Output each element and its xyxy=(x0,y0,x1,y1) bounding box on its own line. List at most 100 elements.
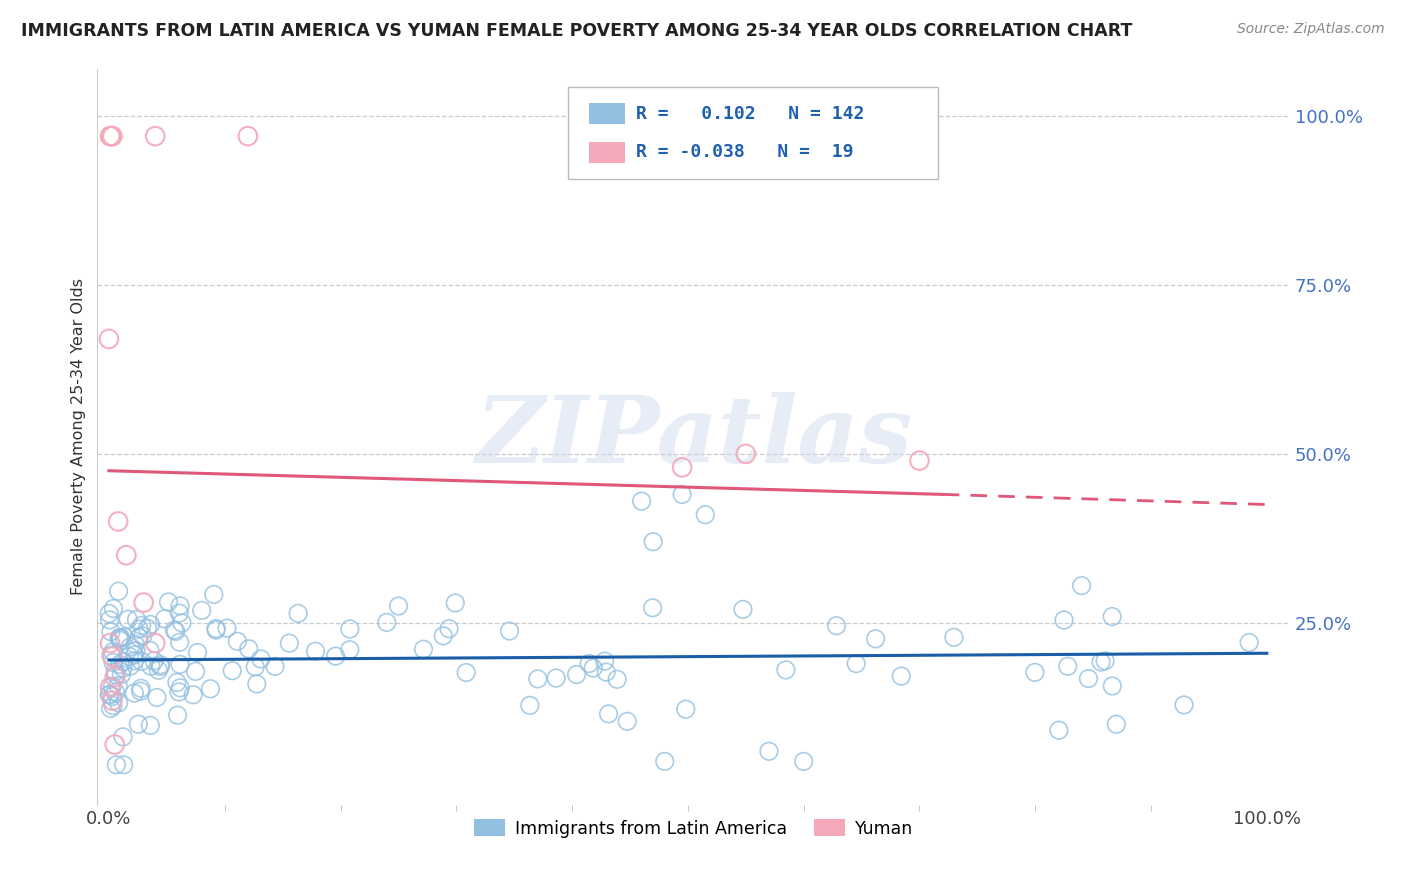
Point xyxy=(236,129,259,144)
Point xyxy=(654,755,676,769)
Point xyxy=(167,606,190,620)
Point xyxy=(169,681,191,695)
Point xyxy=(124,654,146,668)
Point xyxy=(205,623,228,637)
Point xyxy=(606,673,628,687)
Point xyxy=(101,649,124,664)
Point xyxy=(675,702,697,716)
Point xyxy=(129,684,152,698)
Point xyxy=(1056,659,1078,673)
Point xyxy=(1047,723,1070,738)
Point xyxy=(1053,613,1076,627)
Point xyxy=(112,630,135,644)
Point xyxy=(825,618,848,632)
Point xyxy=(865,632,887,646)
Point xyxy=(143,636,166,650)
Point xyxy=(304,644,326,658)
Point xyxy=(546,671,568,685)
Point xyxy=(125,613,148,627)
Point xyxy=(412,642,434,657)
Point xyxy=(641,600,664,615)
Point xyxy=(101,680,124,694)
Point xyxy=(166,708,188,723)
Point xyxy=(112,757,135,772)
Point xyxy=(98,636,121,650)
Point xyxy=(101,645,124,659)
Point xyxy=(104,670,127,684)
Point xyxy=(107,584,129,599)
Point xyxy=(186,646,208,660)
Point xyxy=(432,629,454,643)
FancyBboxPatch shape xyxy=(568,87,938,179)
Point xyxy=(110,633,132,648)
Point xyxy=(139,617,162,632)
Point xyxy=(165,624,187,639)
Point xyxy=(527,672,550,686)
Point xyxy=(110,667,132,681)
Point xyxy=(734,447,756,461)
Point xyxy=(339,642,361,657)
Point xyxy=(125,644,148,658)
Point xyxy=(107,679,129,693)
Point xyxy=(104,685,127,699)
Point xyxy=(163,623,186,637)
Point xyxy=(149,657,172,672)
Point xyxy=(100,701,122,715)
Point xyxy=(181,688,204,702)
Point xyxy=(226,634,249,648)
Point xyxy=(132,596,155,610)
Point xyxy=(245,660,267,674)
Point xyxy=(1070,579,1092,593)
Point xyxy=(112,655,135,669)
Point xyxy=(131,618,153,632)
Point xyxy=(124,648,146,662)
Point xyxy=(143,129,166,144)
Point xyxy=(287,607,309,621)
Point xyxy=(153,612,176,626)
Point xyxy=(98,607,121,621)
Point xyxy=(202,587,225,601)
Point xyxy=(104,665,127,679)
Point xyxy=(166,675,188,690)
Point xyxy=(595,665,617,679)
Point xyxy=(98,688,121,702)
Point xyxy=(565,667,588,681)
Point xyxy=(758,744,780,758)
Text: Source: ZipAtlas.com: Source: ZipAtlas.com xyxy=(1237,22,1385,37)
Point xyxy=(775,663,797,677)
Point xyxy=(1173,698,1195,712)
Point xyxy=(264,659,287,673)
Point xyxy=(908,453,931,467)
Point xyxy=(643,534,665,549)
Point xyxy=(105,757,128,772)
Point xyxy=(110,631,132,645)
Point xyxy=(169,599,191,613)
Point xyxy=(131,654,153,668)
Point xyxy=(111,661,134,675)
Point xyxy=(101,693,124,707)
Point xyxy=(170,615,193,630)
Point xyxy=(100,129,122,144)
Point xyxy=(498,624,520,638)
Point xyxy=(108,657,131,672)
Point xyxy=(143,654,166,668)
Point xyxy=(1105,717,1128,731)
Point xyxy=(132,629,155,643)
FancyBboxPatch shape xyxy=(589,103,624,124)
Point xyxy=(1024,665,1046,680)
Point xyxy=(111,730,134,744)
Point xyxy=(598,706,620,721)
Point xyxy=(129,681,152,696)
Point xyxy=(695,508,717,522)
Point xyxy=(238,641,260,656)
Point xyxy=(169,657,191,672)
Point xyxy=(97,332,120,346)
Point xyxy=(671,487,693,501)
Point xyxy=(190,603,212,617)
Point xyxy=(117,612,139,626)
Point xyxy=(1101,609,1123,624)
Point xyxy=(456,665,478,680)
Legend: Immigrants from Latin America, Yuman: Immigrants from Latin America, Yuman xyxy=(467,813,921,845)
Point xyxy=(103,601,125,615)
Point xyxy=(108,631,131,645)
